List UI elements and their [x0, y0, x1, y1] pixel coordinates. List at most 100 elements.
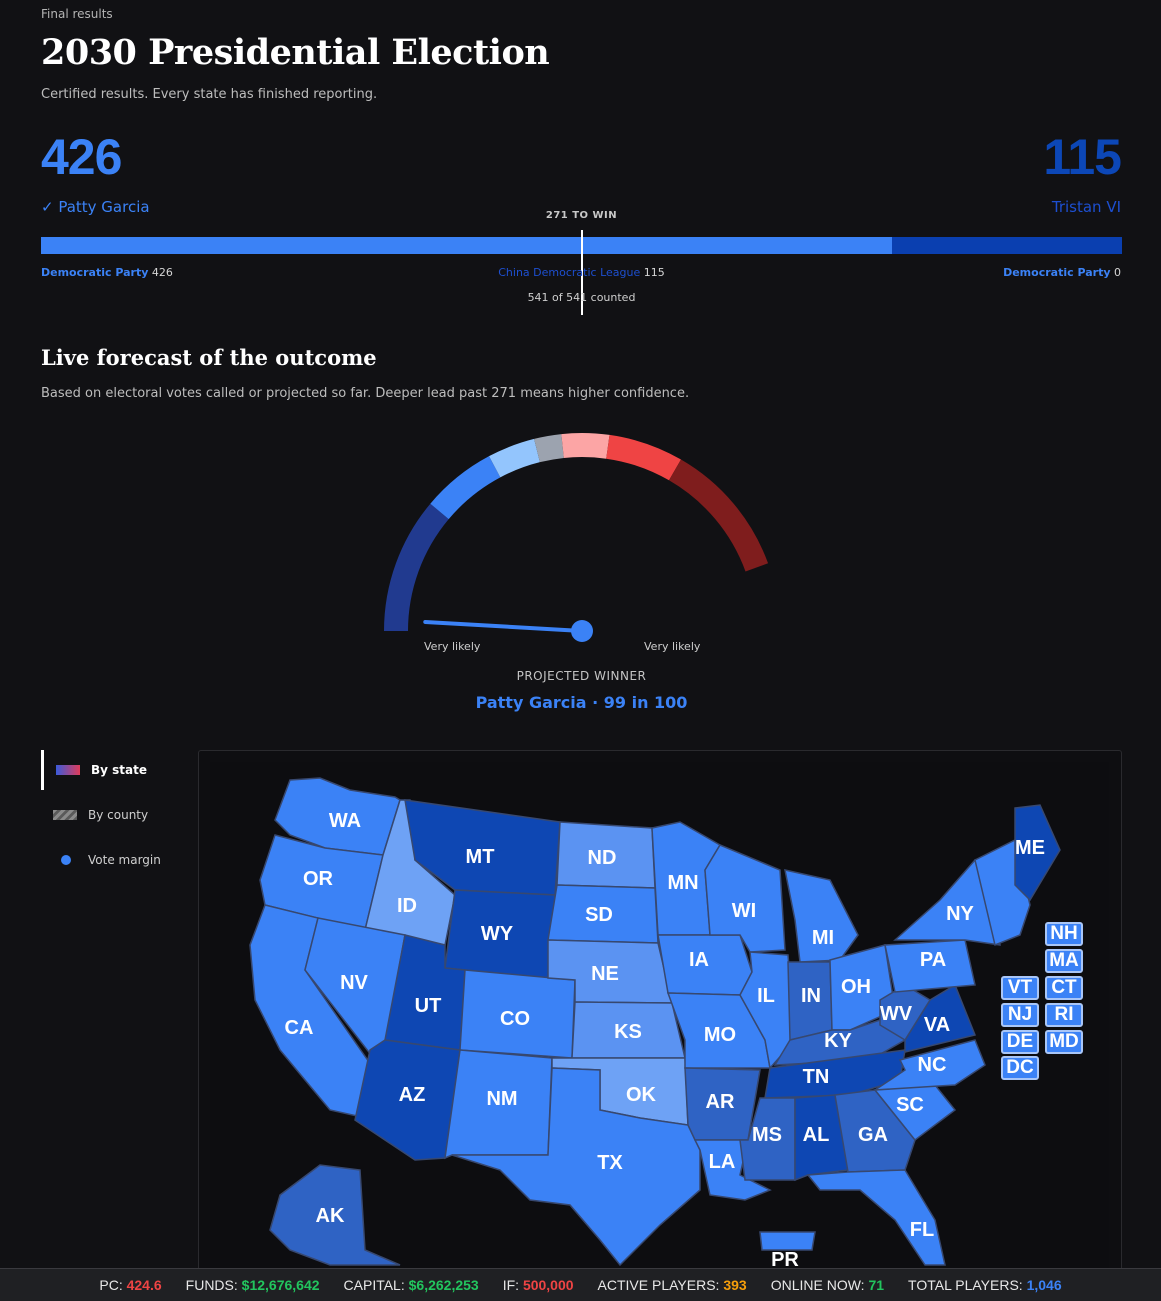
label-az: AZ — [399, 1084, 426, 1106]
state-box-nj[interactable]: NJ — [1001, 1003, 1039, 1027]
label-mn: MN — [667, 872, 698, 894]
state-wi[interactable] — [704, 844, 786, 953]
label-id: ID — [397, 895, 417, 917]
stat-pc-value: 424.6 — [126, 1277, 162, 1293]
stat-online-label: ONLINE NOW: — [770, 1277, 865, 1293]
gauge-right-label: Very likely — [644, 640, 701, 653]
stat-active-value: 393 — [723, 1277, 747, 1293]
right-electoral-votes: 115 — [1043, 129, 1122, 185]
party-middle-name: China Democratic League — [498, 266, 641, 279]
gauge-left-label: Very likely — [424, 640, 481, 653]
forecast-title: Live forecast of the outcome — [41, 345, 377, 370]
final-results-label: Final results — [41, 7, 113, 21]
stat-active-players: ACTIVE PLAYERS: 393 — [598, 1277, 747, 1293]
label-nc: NC — [918, 1054, 947, 1076]
label-la: LA — [709, 1151, 736, 1173]
label-ga: GA — [858, 1124, 888, 1146]
label-tn: TN — [803, 1066, 830, 1088]
stat-capital: CAPITAL: $6,262,253 — [344, 1277, 479, 1293]
gauge-pivot — [571, 620, 593, 642]
state-me[interactable] — [1014, 804, 1061, 902]
state-oh[interactable] — [829, 944, 896, 1031]
label-sd: SD — [585, 904, 613, 926]
county-swatch-icon — [53, 810, 77, 820]
state-al[interactable] — [794, 1094, 849, 1182]
gauge-segment — [534, 434, 564, 463]
stat-active-label: ACTIVE PLAYERS: — [597, 1277, 720, 1293]
party-right-name: Democratic Party — [1003, 266, 1111, 279]
gauge-segment — [384, 503, 449, 632]
state-swatch-icon — [56, 765, 80, 775]
gauge-segment — [668, 459, 769, 572]
label-wv: WV — [880, 1003, 913, 1025]
label-sc: SC — [896, 1094, 924, 1116]
stat-pc-label: PC: — [99, 1277, 123, 1293]
state-pr[interactable] — [759, 1231, 816, 1251]
label-ar: AR — [706, 1091, 735, 1113]
state-box-dc[interactable]: DC — [1001, 1056, 1039, 1080]
left-electoral-votes: 426 — [41, 129, 122, 185]
label-fl: FL — [910, 1219, 934, 1241]
stat-total-value: 1,046 — [1026, 1277, 1062, 1293]
stat-capital-label: CAPITAL: — [343, 1277, 405, 1293]
us-state-map: WA OR CA ID NV MT WY UT AZ CO NM ND SD N… — [249, 777, 1061, 1270]
label-oh: OH — [841, 976, 871, 998]
state-tn[interactable] — [764, 1049, 906, 1099]
state-fl[interactable] — [806, 1169, 946, 1266]
gauge-segment — [605, 434, 681, 481]
left-candidate-name: ✓ Patty Garcia — [41, 198, 150, 216]
map-view-toggle: By state By county Vote margin — [41, 750, 191, 885]
view-vote-margin-label: Vote margin — [88, 853, 161, 867]
state-box-ma[interactable]: MA — [1045, 949, 1083, 973]
party-left: Democratic Party 426 — [41, 266, 173, 279]
view-by-state[interactable]: By state — [41, 750, 191, 790]
projected-winner-value: Patty Garcia · 99 in 100 — [475, 693, 688, 712]
state-tx[interactable] — [451, 1067, 701, 1267]
label-wa: WA — [329, 810, 361, 832]
counted-status: 541 of 541 counted — [527, 291, 636, 304]
stat-if: IF: 500,000 — [503, 1277, 574, 1293]
stat-capital-value: $6,262,253 — [408, 1277, 479, 1293]
label-pr: PR — [771, 1249, 799, 1270]
party-middle-value: 115 — [643, 266, 665, 279]
to-win-label: 271 TO WIN — [545, 210, 618, 221]
state-pa[interactable] — [884, 939, 976, 993]
gauge-segment — [430, 456, 501, 520]
label-nv: NV — [340, 972, 368, 994]
state-box-de[interactable]: DE — [1001, 1030, 1039, 1054]
state-box-ct[interactable]: CT — [1045, 976, 1083, 1000]
label-mt: MT — [466, 846, 495, 868]
state-box-nh[interactable]: NH — [1045, 922, 1083, 946]
forecast-subtitle: Based on electoral votes called or proje… — [41, 386, 690, 401]
state-ak[interactable] — [269, 1164, 401, 1266]
label-ne: NE — [591, 963, 619, 985]
state-box-md[interactable]: MD — [1045, 1030, 1083, 1054]
gauge-segment — [561, 433, 610, 459]
stat-funds-label: FUNDS: — [185, 1277, 238, 1293]
state-box-vt[interactable]: VT — [1001, 976, 1039, 1000]
stat-total-label: TOTAL PLAYERS: — [908, 1277, 1023, 1293]
label-il: IL — [757, 985, 775, 1007]
stat-total-players: TOTAL PLAYERS: 1,046 — [908, 1277, 1062, 1293]
label-ks: KS — [614, 1021, 642, 1043]
status-bar: PC: 424.6 FUNDS: $12,676,642 CAPITAL: $6… — [0, 1268, 1161, 1301]
stat-funds-value: $12,676,642 — [241, 1277, 320, 1293]
label-ky: KY — [824, 1030, 852, 1052]
party-right-value: 0 — [1114, 266, 1121, 279]
label-ia: IA — [689, 949, 709, 971]
view-by-county[interactable]: By county — [41, 795, 191, 835]
stat-online-value: 71 — [868, 1277, 885, 1293]
party-left-name: Democratic Party — [41, 266, 149, 279]
label-in: IN — [801, 985, 821, 1007]
state-nc[interactable] — [872, 1039, 986, 1091]
state-ga[interactable] — [834, 1089, 916, 1173]
view-vote-margin[interactable]: Vote margin — [41, 840, 191, 880]
label-pa: PA — [920, 949, 946, 971]
win-threshold-line — [581, 230, 583, 315]
state-box-ri[interactable]: RI — [1045, 1003, 1083, 1027]
page-title: 2030 Presidential Election — [41, 32, 550, 73]
label-ny: NY — [946, 903, 974, 925]
party-left-value: 426 — [151, 266, 173, 279]
label-mi: MI — [812, 927, 834, 949]
label-ok: OK — [626, 1084, 657, 1106]
